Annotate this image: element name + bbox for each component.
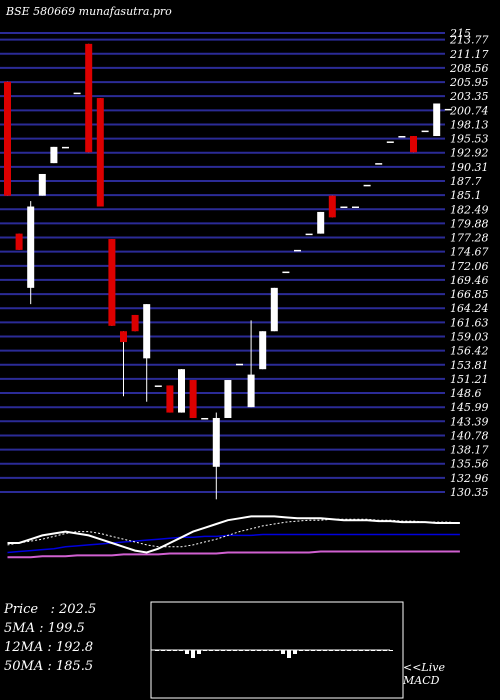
macd-bar — [389, 650, 393, 651]
macd-bar — [281, 650, 285, 654]
ma50-line — [7, 533, 460, 554]
price-value: Price : 202.5 — [4, 602, 97, 617]
macd-bar — [191, 650, 195, 658]
y-tick-label: 172.06 — [450, 260, 489, 273]
candle-body-up — [73, 92, 81, 95]
candle-body-up — [259, 331, 267, 370]
ma50-value: 50MA : 185.5 — [4, 659, 94, 674]
y-tick-label: 145.99 — [450, 401, 489, 414]
y-tick-label: 187.7 — [450, 175, 482, 188]
candle-body-down — [120, 331, 127, 343]
candle-body-up — [340, 206, 348, 209]
y-tick-label: 159.03 — [450, 330, 489, 343]
macd-bar — [287, 650, 291, 658]
grid-lines — [0, 32, 445, 493]
y-tick-label: 195.53 — [450, 133, 489, 146]
candle-body-up — [375, 163, 383, 165]
chart-title: BSE 580669 munafasutra.pro — [5, 5, 172, 18]
ma12-value: 12MA : 192.8 — [4, 640, 94, 655]
candle-body-up — [398, 136, 406, 138]
candle-body-down — [131, 314, 139, 332]
y-tick-label: 156.42 — [450, 345, 489, 358]
candle-body-up — [236, 363, 243, 366]
candle-body-up — [62, 146, 69, 149]
y-tick-label: 177.28 — [450, 232, 489, 245]
candle-body-up — [38, 173, 46, 196]
y-tick-label: 200.74 — [449, 104, 489, 117]
candlesticks — [4, 43, 452, 500]
y-tick-label: 138.17 — [450, 444, 489, 457]
y-tick-label: 143.39 — [450, 415, 489, 428]
y-tick-label: 198.13 — [450, 118, 489, 131]
ma200-line — [7, 550, 460, 559]
candle-body-up — [50, 146, 58, 164]
candle-body-up — [270, 287, 278, 332]
macd-panel — [151, 649, 393, 658]
candle-body-up — [143, 304, 151, 359]
candle-body-down — [15, 233, 23, 250]
y-tick-label: 215 — [449, 27, 471, 40]
candle-body-up — [317, 211, 325, 234]
candle-body-up — [386, 141, 394, 143]
y-tick-label: 151.21 — [450, 373, 489, 386]
y-tick-label: 166.85 — [450, 288, 489, 301]
macd-bar — [197, 650, 201, 654]
candle-body-down — [4, 81, 11, 196]
candle-body-up — [305, 233, 313, 236]
candle-body-up — [421, 130, 429, 133]
candle-body-up — [247, 374, 255, 408]
y-tick-label: 192.92 — [450, 147, 489, 160]
ma5-line — [7, 515, 460, 554]
macd-bar — [293, 650, 297, 654]
y-tick-label: 203.35 — [449, 90, 489, 103]
candle-body-up — [433, 103, 441, 137]
candle-body-up — [363, 184, 371, 187]
y-tick-label: 153.81 — [450, 359, 489, 372]
candle-body-up — [224, 380, 232, 418]
candle-body-down — [108, 239, 116, 326]
macd-note-line1: <<Live — [403, 661, 445, 674]
y-tick-label: 190.31 — [450, 161, 489, 174]
y-tick-label: 130.35 — [450, 486, 489, 499]
y-tick-labels: 215213.77211.17208.56205.95203.35200.741… — [449, 27, 489, 499]
candle-body-down — [85, 43, 93, 153]
y-tick-label: 213.77 — [449, 34, 489, 47]
y-tick-label: 205.95 — [449, 76, 489, 89]
y-tick-label: 148.6 — [450, 387, 482, 400]
candle-body-up — [154, 385, 162, 387]
y-tick-label: 174.67 — [450, 246, 489, 259]
candle-body-down — [189, 380, 197, 418]
y-tick-label: 164.24 — [450, 302, 489, 315]
candle-body-down — [166, 385, 174, 413]
candle-body-down — [328, 195, 336, 218]
macd-bar — [185, 650, 189, 654]
y-tick-label: 140.78 — [450, 429, 489, 442]
y-tick-label: 208.56 — [449, 62, 489, 75]
y-tick-label: 132.96 — [450, 472, 489, 485]
y-tick-label: 211.17 — [449, 48, 489, 61]
y-tick-label: 169.46 — [450, 274, 489, 287]
y-tick-label: 179.88 — [450, 217, 489, 230]
y-tick-label: 135.56 — [450, 458, 489, 471]
candle-body-down — [96, 98, 104, 207]
price-panel: Price : 202.5 5MA : 199.5 12MA : 192.8 5… — [4, 600, 154, 676]
candle-body-up — [294, 249, 301, 252]
y-tick-label: 182.49 — [450, 203, 489, 216]
ma5-value: 5MA : 199.5 — [4, 621, 85, 636]
moving-average-panel — [7, 515, 460, 559]
macd-note: <<Live MACD — [403, 661, 498, 687]
candle-body-up — [212, 417, 220, 467]
candle-body-up — [352, 206, 359, 209]
candle-body-up — [444, 108, 452, 111]
candle-body-up — [178, 369, 185, 413]
candle-body-up — [27, 206, 35, 288]
ma12-line — [7, 518, 460, 548]
y-tick-label: 161.63 — [450, 316, 489, 329]
y-tick-label: 185.1 — [450, 189, 482, 202]
candle-body-down — [410, 136, 417, 153]
candle-body-up — [201, 417, 209, 420]
candle-body-up — [282, 271, 290, 274]
macd-note-line2: MACD — [403, 674, 440, 687]
